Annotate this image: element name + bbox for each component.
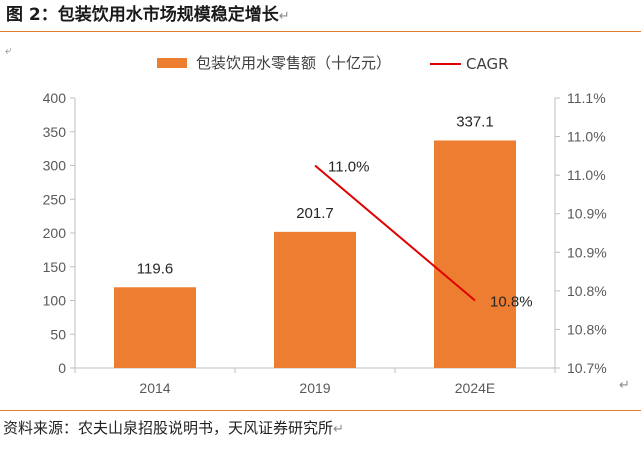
- source-note: 资料来源：农夫山泉招股说明书，天风证券研究所↵: [3, 417, 344, 441]
- right-axis-tick-label: 11.0%: [567, 129, 606, 145]
- left-axis-tick-label: 150: [43, 259, 67, 275]
- bar-data-label: 201.7: [296, 205, 334, 222]
- corner-return-mark-bottom: ↵: [619, 377, 630, 392]
- right-axis-tick-label: 10.7%: [567, 360, 607, 376]
- figure-title: 图 2：包装饮用水市场规模稳定增长↵: [6, 3, 290, 29]
- bar-data-label: 119.6: [137, 260, 173, 277]
- bar-data-label: 337.1: [456, 113, 494, 130]
- left-axis-tick-label: 350: [43, 124, 67, 140]
- left-axis-tick-label: 400: [43, 90, 67, 106]
- right-axis-tick-label: 10.8%: [567, 283, 607, 299]
- bar: [274, 231, 356, 368]
- source-note-text: 资料来源：农夫山泉招股说明书，天风证券研究所: [3, 419, 334, 437]
- right-axis-tick-label: 10.8%: [567, 321, 607, 337]
- bar: [434, 140, 516, 368]
- right-axis-tick-label: 10.9%: [567, 206, 607, 222]
- x-axis-tick-label: 2019: [299, 380, 330, 396]
- left-axis-tick-label: 100: [43, 293, 67, 309]
- bottom-divider: [0, 410, 641, 411]
- cagr-data-label: 11.0%: [328, 159, 369, 176]
- x-axis-tick-label: 2024E: [455, 380, 495, 396]
- cagr-data-label: 10.8%: [490, 294, 533, 311]
- left-axis-tick-label: 250: [43, 191, 67, 207]
- return-mark-source: ↵: [333, 422, 344, 437]
- legend-line-label: CAGR: [466, 55, 509, 73]
- left-axis-tick-label: 200: [43, 225, 67, 241]
- legend-bar-label: 包装饮用水零售额（十亿元）: [196, 54, 391, 72]
- left-axis-tick-label: 0: [58, 360, 66, 376]
- x-axis-tick-label: 2014: [139, 380, 170, 396]
- figure-title-text: 图 2：包装饮用水市场规模稳定增长: [6, 5, 279, 25]
- corner-return-mark-top: ⤶: [5, 43, 12, 57]
- top-divider: [0, 31, 641, 32]
- right-axis-tick-label: 11.1%: [567, 90, 606, 106]
- legend-bar-swatch: [157, 58, 187, 68]
- bar: [114, 287, 196, 368]
- cagr-line: [314, 164, 476, 302]
- left-axis-tick-label: 300: [43, 158, 67, 174]
- return-mark-title: ↵: [278, 9, 290, 24]
- right-axis-tick-label: 10.9%: [567, 244, 607, 260]
- right-axis-tick-label: 11.0%: [567, 167, 606, 183]
- left-axis-tick-label: 50: [50, 326, 66, 342]
